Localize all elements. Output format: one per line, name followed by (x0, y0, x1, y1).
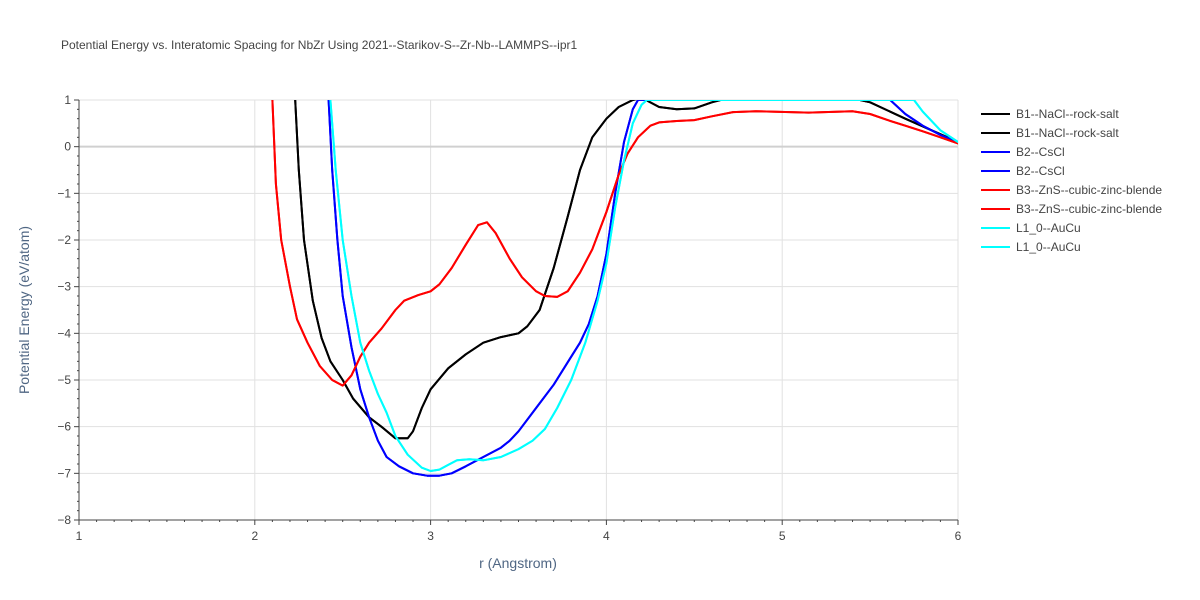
series-line-5 (271, 100, 958, 387)
series-line-2 (294, 100, 958, 440)
legend-label: B2--CsCl (1016, 145, 1065, 159)
legend[interactable]: B1--NaCl--rock-salt B1--NaCl--rock-salt B2… (981, 107, 1162, 254)
legend-item[interactable]: B3--ZnS--cubic-zinc-blende (981, 183, 1162, 197)
x-tick-label: 1 (76, 529, 83, 543)
legend-item[interactable]: L1_0--AuCu (981, 240, 1081, 254)
legend-item[interactable]: L1_0--AuCu (981, 221, 1081, 235)
legend-label: B1--NaCl--rock-salt (1016, 107, 1119, 121)
series-lines (271, 100, 958, 477)
grid (79, 99, 959, 520)
y-tick-label: 1 (64, 93, 71, 107)
legend-item[interactable]: B2--CsCl (981, 164, 1065, 178)
x-tick-label: 3 (427, 529, 434, 543)
y-tick-label: −2 (57, 233, 71, 247)
legend-item[interactable]: B3--ZnS--cubic-zinc-blende (981, 202, 1162, 216)
x-tick-label: 5 (779, 529, 786, 543)
legend-item[interactable]: B1--NaCl--rock-salt (981, 107, 1119, 121)
legend-label: B3--ZnS--cubic-zinc-blende (1016, 183, 1162, 197)
y-tick-label: −6 (57, 420, 71, 434)
series-line-8 (329, 100, 958, 472)
y-axis-title: Potential Energy (eV/atom) (16, 226, 32, 394)
y-tick-label: −7 (57, 466, 71, 480)
y-tick-label: −1 (57, 186, 71, 200)
y-tick-label: −3 (57, 280, 71, 294)
x-tick-label: 4 (603, 529, 610, 543)
y-tick-label: −4 (57, 326, 71, 340)
axes: 1 2 3 4 5 6 1 0 −1 −2 −3 −4 −5 −6 −7 −8 (57, 93, 961, 543)
legend-label: L1_0--AuCu (1016, 221, 1081, 235)
legend-label: B3--ZnS--cubic-zinc-blende (1016, 202, 1162, 216)
legend-item[interactable]: B1--NaCl--rock-salt (981, 126, 1119, 140)
x-tick-label: 2 (251, 529, 258, 543)
y-tick-label: 0 (64, 140, 71, 154)
x-tick-label: 6 (955, 529, 962, 543)
y-tick-label: −5 (57, 373, 71, 387)
series-line-6 (271, 100, 958, 387)
series-line-7 (329, 100, 958, 472)
legend-label: L1_0--AuCu (1016, 240, 1081, 254)
y-tick-label: −8 (57, 513, 71, 527)
series-line-4 (327, 100, 958, 477)
legend-label: B1--NaCl--rock-salt (1016, 126, 1119, 140)
legend-label: B2--CsCl (1016, 164, 1065, 178)
legend-item[interactable]: B2--CsCl (981, 145, 1065, 159)
x-axis-title: r (Angstrom) (479, 555, 557, 571)
chart-title: Potential Energy vs. Interatomic Spacing… (61, 38, 578, 52)
